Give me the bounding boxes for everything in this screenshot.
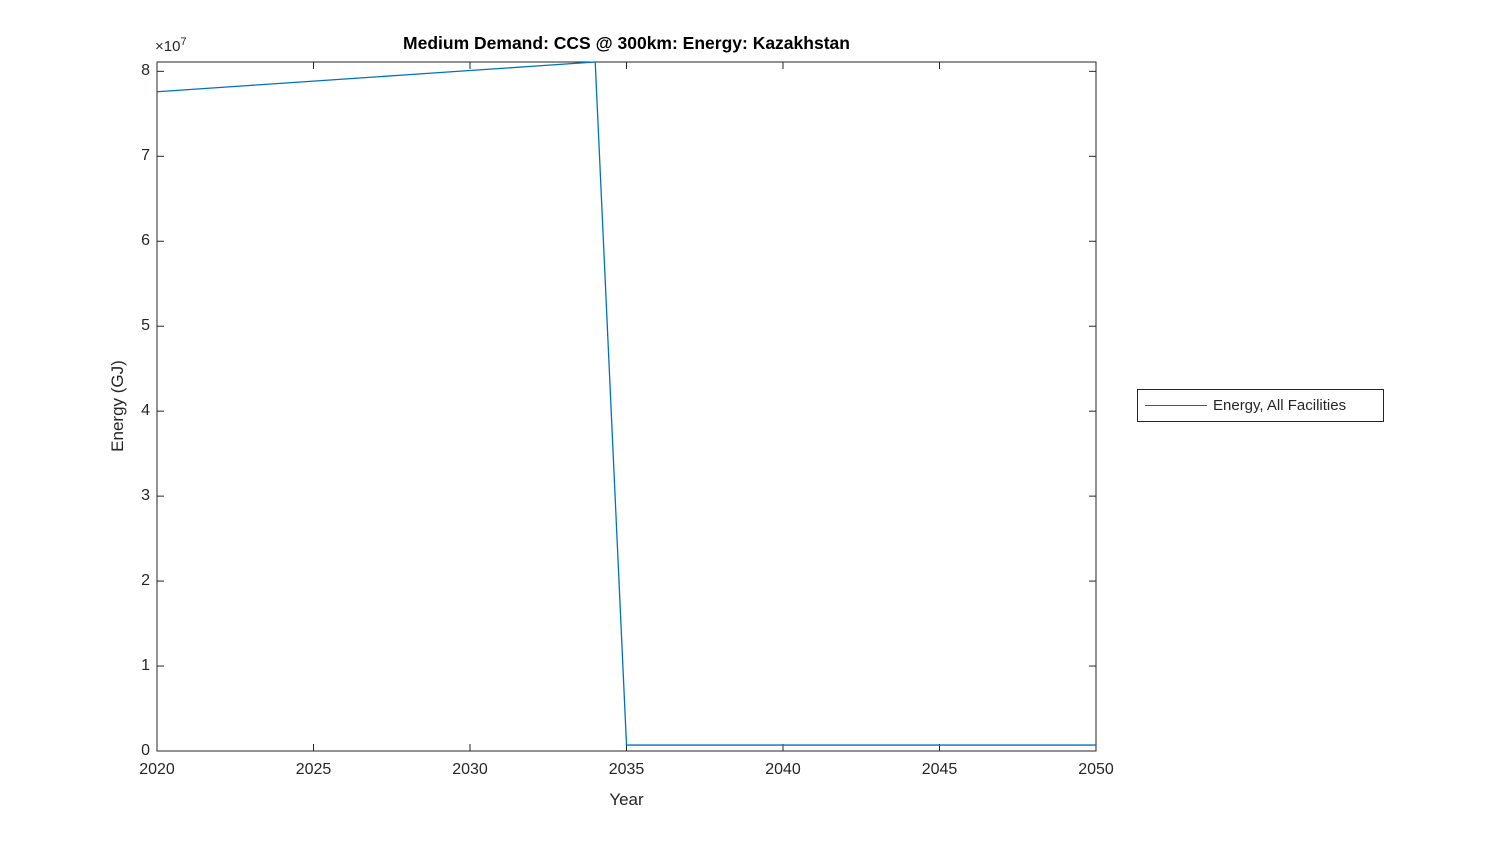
legend: Energy, All Facilities: [1137, 389, 1384, 422]
x-axis-label: Year: [609, 790, 644, 809]
y-tick-label: 2: [141, 572, 150, 590]
y-tick-label: 4: [141, 402, 150, 420]
y-tick-label: 6: [141, 232, 150, 250]
y-axis-exponent-power: 7: [180, 36, 187, 48]
x-tick-label: 2020: [139, 761, 175, 778]
x-tick-label: 2045: [921, 761, 958, 778]
y-tick-label: 7: [141, 147, 150, 165]
y-axis-exponent-base: ×10: [155, 38, 181, 55]
y-tick-label: 3: [141, 487, 150, 505]
x-tick-label: 2035: [608, 761, 645, 778]
legend-line-sample-icon: [1145, 405, 1207, 406]
x-tick-label: 2040: [765, 761, 801, 778]
series-line: [156, 61, 1096, 746]
x-tick-label: 2025: [295, 761, 332, 778]
y-axis-exponent: ×107: [155, 36, 187, 55]
legend-entry-label: Energy, All Facilities: [1213, 397, 1347, 414]
y-tick-label: 1: [141, 657, 150, 675]
y-tick-label: 8: [141, 62, 150, 80]
x-tick-label: 2030: [452, 761, 488, 778]
plot-box: [156, 61, 1097, 752]
y-tick-label: 5: [141, 317, 150, 335]
y-tick-label: 0: [141, 742, 150, 759]
figure-title: Medium Demand: CCS @ 300km: Energy: Kaza…: [403, 33, 850, 53]
x-tick-label: 2050: [1078, 761, 1114, 778]
